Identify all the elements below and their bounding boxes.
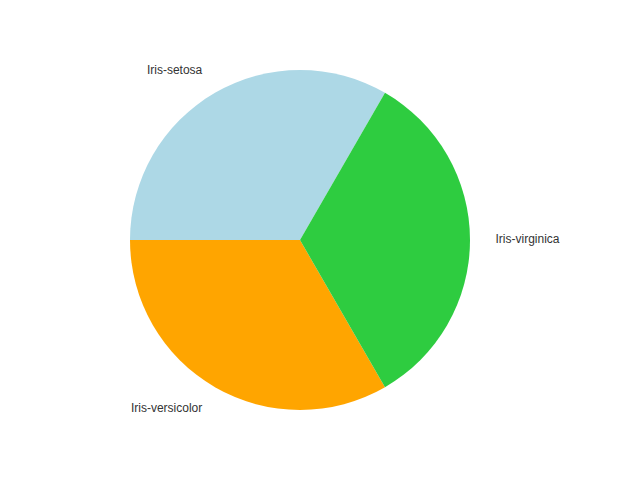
slices	[130, 70, 470, 410]
chart-container: Iris-setosa Iris-versicolor Iris-virginica	[0, 0, 640, 480]
pie-slice	[300, 93, 470, 387]
slice-label: Iris-setosa	[147, 63, 203, 77]
slice-label: Iris-virginica	[496, 232, 560, 246]
slice-labels: Iris-setosa Iris-versicolor Iris-virginica	[131, 63, 560, 416]
background	[0, 0, 640, 480]
slice-label: Iris-versicolor	[131, 401, 202, 415]
chart-svg: Iris-setosa Iris-versicolor Iris-virginica	[0, 0, 640, 480]
